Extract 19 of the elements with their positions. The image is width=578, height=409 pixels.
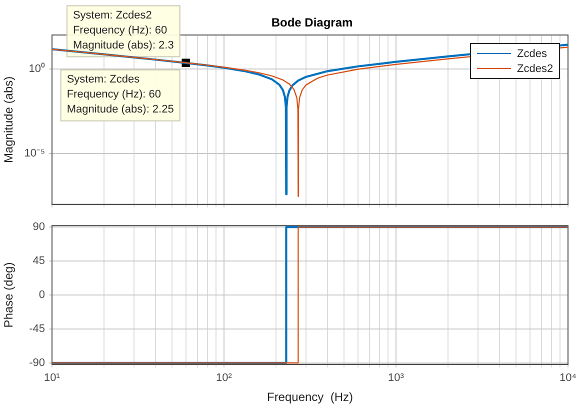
y-tick-label: 10⁰ bbox=[28, 62, 45, 75]
chart-title: Bode Diagram bbox=[271, 15, 353, 30]
x-axis-title: Frequency (Hz) bbox=[266, 390, 354, 404]
x-tick-label: 10¹ bbox=[44, 372, 60, 384]
y-tick-label: 0 bbox=[38, 289, 45, 302]
annotation: System: Zcdes2 Frequency (Hz): 60 Magnitude (abs): 2.3 bbox=[72, 9, 174, 52]
legend-label: Zcdes2 bbox=[517, 62, 554, 74]
legend-label: Zcdes bbox=[517, 48, 547, 60]
y-tick-label: -45 bbox=[29, 322, 45, 335]
y-tick-label: 45 bbox=[32, 255, 45, 268]
y-axis-title: Magnitude (abs) bbox=[2, 76, 16, 164]
y-tick-label: 90 bbox=[32, 221, 45, 234]
y-tick-label: 10⁻⁵ bbox=[24, 148, 45, 160]
x-tick-label: 10⁴ bbox=[560, 372, 577, 384]
annotation: System: Zcdes Frequency (Hz): 60 Magnitude (abs): 2.25 bbox=[66, 73, 174, 116]
y-axis-title: Phase (deg) bbox=[2, 262, 16, 328]
x-tick-label: 10³ bbox=[388, 372, 404, 384]
y-tick-label: -90 bbox=[29, 356, 45, 369]
x-tick-label: 10² bbox=[216, 372, 232, 384]
